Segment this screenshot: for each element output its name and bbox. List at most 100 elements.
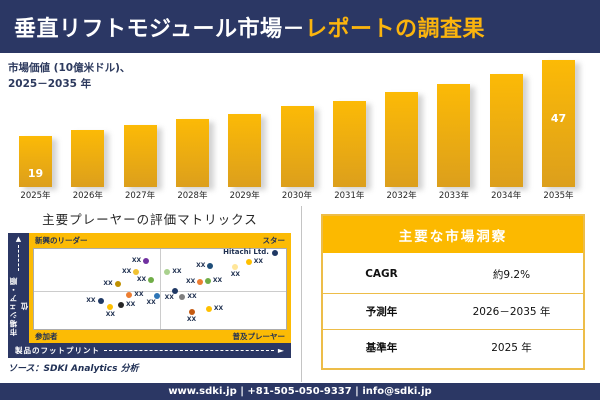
- arrow-up-icon: ▲: [15, 235, 22, 243]
- matrix-point: XX: [106, 304, 115, 318]
- x-tick-label: 2028年: [177, 191, 208, 201]
- bar-2031年: [332, 101, 366, 187]
- quadrant-horizontal-line: [34, 290, 286, 292]
- x-axis-dashed-line: [104, 350, 274, 351]
- x-tick-label: 2031年: [334, 191, 365, 201]
- insights-table-body: CAGR 約9.2% 予測年 2026－2035 年基準年 2025 年: [323, 256, 583, 366]
- matrix-point-label: XX: [213, 305, 224, 313]
- matrix-point: XX: [165, 287, 178, 301]
- matrix-point-label: XX: [131, 257, 142, 265]
- section-divider: [301, 206, 302, 382]
- insights-row-予測年: 予測年 2026－2035 年: [323, 292, 583, 330]
- matrix-point-label: Hitachi Ltd.: [223, 248, 269, 257]
- bar-value-label: 47: [550, 112, 567, 125]
- matrix-y-axis-label: 市場シェア・順位: [8, 276, 29, 336]
- insights-row-value: 2025 年: [491, 342, 532, 355]
- x-tick-label: 2030年: [281, 191, 313, 201]
- matrix-bottom-quadrant-labels: 参加者 普及プレーヤー: [29, 330, 291, 343]
- matrix-point: XX: [117, 301, 135, 309]
- arrow-right-icon: ►: [277, 345, 284, 355]
- matrix-point-label: XX: [125, 301, 136, 309]
- matrix-point: XX: [231, 264, 240, 278]
- matrix-point: XX: [103, 280, 121, 287]
- insights-row-label: CAGR: [365, 268, 398, 281]
- insights-row-value: 約9.2%: [492, 268, 531, 281]
- matrix-point-label: XX: [186, 278, 196, 286]
- bar-chart-subtitle-line2: 2025－2035 年: [8, 77, 92, 90]
- matrix-point: XX: [196, 262, 214, 270]
- page-header: 垂直リフトモジュール市場－ レポートの調査果: [0, 0, 600, 53]
- quadrant-label-star: スター: [262, 236, 286, 245]
- matrix-point-label: XX: [103, 279, 113, 287]
- x-tick-label: 2029年: [229, 191, 260, 201]
- bar-value-label: 19: [27, 167, 44, 180]
- quadrant-label-pervasive-players: 普及プレーヤー: [232, 332, 286, 341]
- footer-contact-bar: www.sdki.jp | +81-505-050-9337 | info@sd…: [0, 383, 600, 400]
- matrix-point: XX: [132, 257, 150, 265]
- insights-row-label: 予測年: [365, 305, 398, 318]
- bar-2035年: 47: [542, 60, 575, 187]
- matrix-point: XX: [204, 277, 222, 284]
- quadrant-label-participants: 参加者: [35, 332, 58, 341]
- bar-2026年: [71, 130, 105, 187]
- matrix-y-axis: ▲ 市場シェア・順位: [8, 233, 29, 343]
- insights-table-header: 主要な市場洞察: [323, 216, 583, 256]
- page-title-accent: レポートの調査果: [304, 16, 485, 42]
- y-axis-dashed-line: [18, 245, 19, 271]
- bar-2030年: [280, 106, 314, 187]
- matrix-top-quadrant-labels: 新興のリーダー スター: [29, 233, 291, 248]
- matrix-x-axis-label: 製品のフットプリント: [15, 346, 100, 355]
- matrix-point: XX: [205, 305, 223, 313]
- insights-table: 主要な市場洞察 CAGR 約9.2% 予測年 2026－2035 年基準年 2025 年: [321, 214, 585, 370]
- matrix-point: XX: [122, 268, 140, 275]
- matrix-point-label: XX: [186, 315, 197, 323]
- insights-row-value: 2026－2035 年: [472, 305, 551, 318]
- matrix-point: XX: [179, 293, 197, 300]
- matrix-point: XX: [86, 297, 104, 304]
- bar-2033年: [437, 84, 471, 187]
- matrix-point-label: XX: [253, 257, 263, 265]
- bar-chart: 19 47: [0, 53, 600, 187]
- player-matrix: ▲ 市場シェア・順位 新興のリーダー スター XX XX XX XX XX XX XX XX X…: [8, 233, 291, 358]
- matrix-point: XX: [164, 268, 182, 275]
- bar-2034年: [489, 74, 523, 187]
- matrix-point-label: XX: [172, 267, 182, 275]
- x-tick-label: 2035年: [543, 191, 574, 201]
- x-tick-label: 2032年: [386, 191, 417, 201]
- matrix-point-label: XX: [212, 276, 223, 284]
- matrix-point-label: XX: [164, 293, 174, 301]
- bar-chart-subtitle: 市場価値 (10億米ドル)、 2025－2035 年: [8, 61, 178, 93]
- x-tick-label: 2027年: [125, 191, 156, 201]
- matrix-point-label: XX: [230, 271, 240, 278]
- insights-row-基準年: 基準年 2025 年: [323, 329, 583, 366]
- bar-2032年: [385, 92, 419, 187]
- matrix-point: XX: [146, 292, 160, 306]
- matrix-point-hitachi: Hitachi Ltd.: [223, 248, 278, 257]
- insights-row-label: 基準年: [365, 342, 398, 355]
- matrix-point-label: XX: [134, 291, 144, 299]
- bar-2028年: [175, 119, 209, 187]
- matrix-point: XX: [126, 291, 144, 299]
- bar-2027年: [123, 125, 157, 187]
- x-tick-label: 2025年: [20, 191, 51, 201]
- matrix-plot-area: XX XX XX XX XX XX XX XX XX Hitachi Ltd. XX XX XX XX XX…: [33, 248, 287, 330]
- quadrant-label-emerging-leaders: 新興のリーダー: [35, 236, 88, 245]
- bar-2029年: [228, 114, 262, 187]
- matrix-title: 主要プレーヤーの評価マトリックス: [42, 212, 258, 227]
- x-tick-label: 2034年: [491, 191, 522, 201]
- x-tick-label: 2026年: [72, 191, 103, 201]
- matrix-point-label: XX: [105, 311, 115, 319]
- matrix-point-label: XX: [196, 262, 206, 270]
- matrix-point: XX: [137, 276, 155, 284]
- source-note: ソース：SDKI Analytics 分析: [8, 364, 139, 374]
- matrix-point-label: XX: [136, 276, 147, 284]
- matrix-x-axis: 製品のフットプリント ►: [8, 343, 291, 358]
- page-title: 垂直リフトモジュール市場－: [14, 16, 305, 42]
- matrix-point-label: XX: [86, 296, 96, 304]
- bar-chart-x-axis: 2025年 2026年 2027年 2028年 2029年 2030年 2031年 2032年…: [0, 189, 600, 203]
- matrix-point: XX: [186, 278, 204, 286]
- x-tick-label: 2033年: [438, 191, 469, 201]
- insights-row-cagr: CAGR 約9.2%: [323, 256, 583, 293]
- matrix-point-label: XX: [122, 267, 132, 275]
